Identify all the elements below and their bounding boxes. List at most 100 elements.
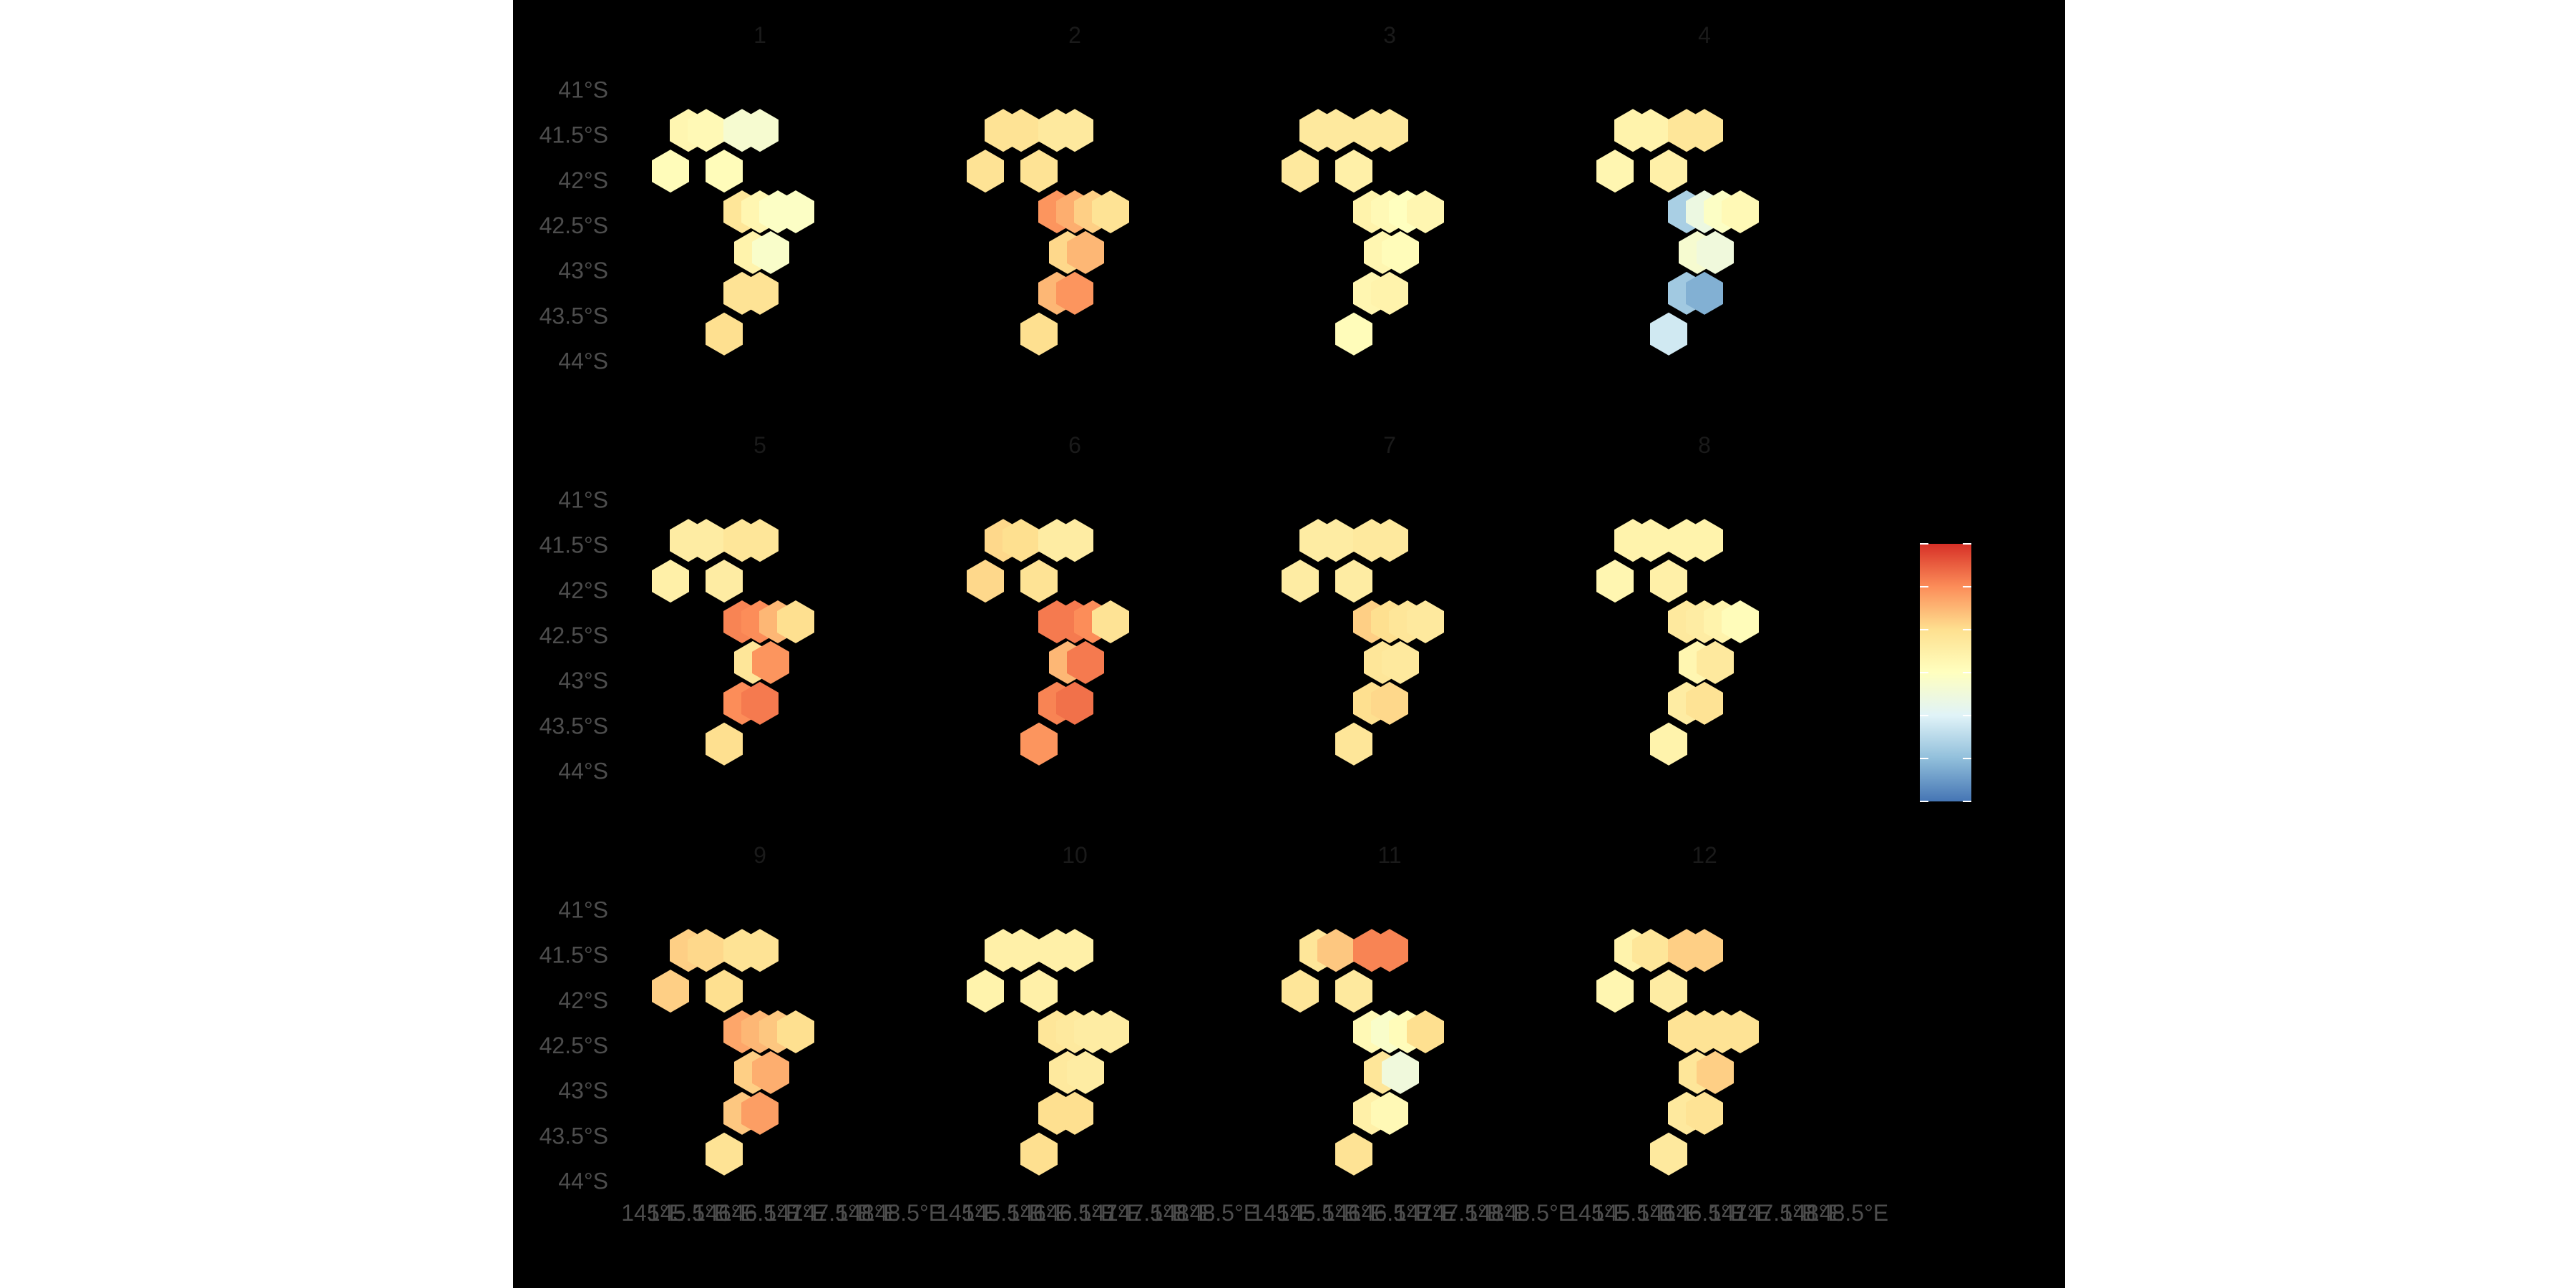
hex-cell-j [1407, 1010, 1444, 1053]
x-tick-label: 147.5°E [1735, 1200, 1817, 1226]
hex-cell-l [1382, 640, 1419, 684]
panel-title: 9 [753, 842, 766, 868]
x-tick-label: 145°E [936, 1200, 999, 1226]
hex-cell-n [741, 271, 779, 315]
y-tick-label: 41.5°S [540, 532, 608, 558]
y-tick-label: 42°S [558, 167, 608, 193]
hex-cell-j [1722, 600, 1759, 643]
x-tick-label: 145.5°E [1277, 1200, 1359, 1226]
hex-cell-d [1650, 970, 1687, 1013]
panel-title: 5 [753, 432, 766, 458]
hex-cell-c [1317, 519, 1355, 562]
hex-cell-a [652, 970, 689, 1013]
x-tick-label: 148.5°E [1177, 1200, 1259, 1226]
hex-cell-n [1686, 1091, 1723, 1135]
hex-cell-c [1002, 929, 1040, 972]
hex-cell-f [1056, 519, 1093, 562]
x-tick-label: 146.5°E [719, 1200, 801, 1226]
hex-cell-l [1067, 230, 1104, 274]
hex-cell-d [706, 970, 743, 1013]
y-tick-label: 42.5°S [540, 213, 608, 238]
panel-title: 7 [1383, 432, 1396, 458]
panel-title: 8 [1698, 432, 1711, 458]
hex-cell-a [1282, 970, 1319, 1013]
y-tick-label: 41°S [558, 487, 608, 512]
y-tick-label: 41.5°S [540, 122, 608, 148]
hex-cell-a [967, 970, 1004, 1013]
panel-title: 3 [1383, 22, 1396, 48]
hex-cell-c [688, 519, 725, 562]
x-tick-label: 147°E [1394, 1200, 1457, 1226]
hex-cell-c [688, 109, 725, 152]
hex-cell-n [741, 681, 779, 725]
facet-panel-1: 1 41°S 41.5°S 42°S 42.5°S 43°S 43.5°S 44°S [540, 22, 814, 374]
hex-cell-n [741, 1091, 779, 1135]
hex-cell-f [1686, 519, 1723, 562]
panel-title: 6 [1068, 432, 1081, 458]
y-tick-label: 42°S [558, 577, 608, 603]
hex-cell-j [777, 600, 814, 643]
hex-cell-a [1596, 970, 1634, 1013]
hex-cell-l [1382, 230, 1419, 274]
hex-cell-n [1371, 1091, 1408, 1135]
facet-panel-12: 12 145°E145.5°E146°E146.5°E147°E147.5°E14… [1566, 842, 1888, 1226]
y-tick-label: 44°S [558, 758, 608, 784]
hex-cell-d [1335, 150, 1372, 193]
hex-cell-f [1056, 109, 1093, 152]
facet-panel-9: 9 41°S 41.5°S 42°S 42.5°S 43°S 43.5°S 44°S 145°E… [540, 842, 945, 1226]
hex-cell-c [1002, 109, 1040, 152]
hex-cell-f [1371, 519, 1408, 562]
panel-title: 1 [753, 22, 766, 48]
x-tick-label: 148.5°E [1492, 1200, 1574, 1226]
hex-cell-n [1686, 681, 1723, 725]
hex-cell-f [1686, 929, 1723, 972]
hex-cell-c [1632, 929, 1669, 972]
facet-panel-8: 8 [1596, 432, 1759, 766]
hex-cell-o [1650, 722, 1687, 766]
hex-cell-l [1697, 640, 1734, 684]
x-tick-label: 145°E [621, 1200, 684, 1226]
hex-cell-n [1686, 271, 1723, 315]
hex-cell-c [1002, 519, 1040, 562]
hex-cell-n [1056, 271, 1093, 315]
hex-cell-o [706, 722, 743, 766]
hex-cell-l [1067, 640, 1104, 684]
y-tick-label: 43.5°S [540, 1123, 608, 1148]
hex-cell-c [1632, 109, 1669, 152]
panel-title: 4 [1698, 22, 1711, 48]
x-tick-label: 146°E [1322, 1200, 1385, 1226]
x-tick-label: 146.5°E [1349, 1200, 1430, 1226]
x-tick-label: 145.5°E [962, 1200, 1044, 1226]
hex-cell-d [706, 150, 743, 193]
hex-cell-j [1092, 190, 1129, 233]
hex-cell-a [1282, 560, 1319, 603]
hex-cell-j [1407, 190, 1444, 233]
x-tick-label: 146.5°E [1034, 1200, 1116, 1226]
hex-cell-l [1697, 1050, 1734, 1094]
hex-cell-o [1335, 1132, 1372, 1176]
facet-panel-3: 3 [1282, 22, 1444, 356]
hex-cell-d [1020, 970, 1058, 1013]
x-tick-label: 145.5°E [1592, 1200, 1674, 1226]
y-tick-label: 41°S [558, 77, 608, 102]
hex-cell-j [1722, 190, 1759, 233]
facet-panel-11: 11 145°E145.5°E146°E146.5°E147°E147.5°E14… [1251, 842, 1574, 1226]
hex-cell-f [1686, 109, 1723, 152]
y-tick-label: 43°S [558, 668, 608, 693]
y-tick-label: 41.5°S [540, 942, 608, 968]
hex-cell-f [1371, 929, 1408, 972]
facet-panel-2: 2 [967, 22, 1129, 356]
hex-cell-d [1020, 560, 1058, 603]
x-tick-label: 148.5°E [1807, 1200, 1888, 1226]
y-tick-label: 42.5°S [540, 1033, 608, 1058]
hex-cell-o [706, 1132, 743, 1176]
x-tick-label: 148.5°E [862, 1200, 944, 1226]
panel-title: 10 [1062, 842, 1088, 868]
hex-cell-o [1020, 1132, 1058, 1176]
y-tick-label: 44°S [558, 348, 608, 374]
hex-cell-n [1371, 271, 1408, 315]
y-tick-label: 43.5°S [540, 303, 608, 328]
hex-cell-j [777, 1010, 814, 1053]
hex-cell-j [1722, 1010, 1759, 1053]
hex-cell-n [1056, 681, 1093, 725]
